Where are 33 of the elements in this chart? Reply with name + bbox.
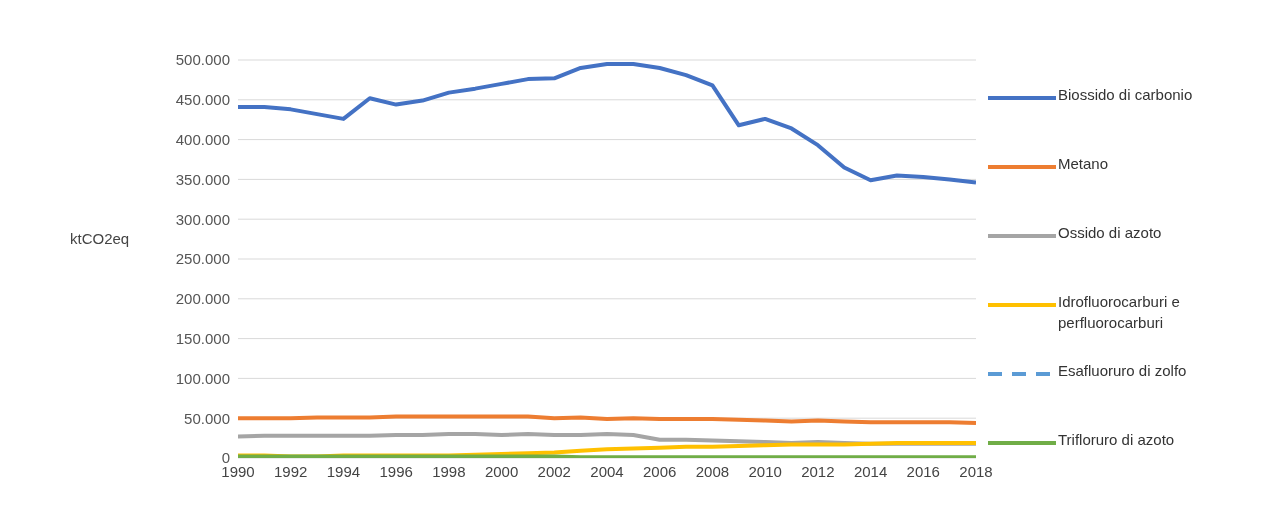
x-tick-label: 2016	[906, 462, 940, 480]
line-series	[238, 61, 976, 185]
y-tick-label: 250.000	[175, 250, 230, 268]
y-tick-label: 300.000	[175, 210, 230, 228]
legend-label: Trifloruro di azoto	[1058, 430, 1175, 450]
y-tick-label: 150.000	[175, 329, 230, 347]
x-tick-label: 2018	[959, 462, 993, 480]
legend-label: Esafluoruro di zolfo	[1058, 361, 1187, 381]
x-tick-label: 1996	[379, 462, 413, 480]
line-series	[238, 414, 976, 425]
y-tick-label: 350.000	[175, 170, 230, 188]
y-tick-label: 450.000	[175, 91, 230, 109]
x-tick-label: 1998	[432, 462, 466, 480]
x-tick-label: 2010	[748, 462, 782, 480]
x-tick-label: 2006	[643, 462, 677, 480]
x-tick-label: 1994	[326, 462, 361, 480]
y-tick-label: 100.000	[175, 369, 230, 387]
legend-label: Biossido di carbonio	[1058, 85, 1193, 105]
x-tick-label: 2004	[590, 462, 624, 480]
y-tick-label: 200.000	[175, 290, 230, 308]
y-tick-label: 400.000	[175, 130, 230, 148]
x-tick-label: 2008	[695, 462, 730, 480]
y-tick-label: 50.000	[184, 409, 230, 427]
x-tick-label: 2014	[853, 462, 888, 480]
x-tick-label: 2000	[484, 462, 519, 480]
legend-label: Idrofluorocarburi e perfluorocarburi	[1058, 292, 1181, 333]
y-axis-title: ktCO2eq	[70, 230, 130, 247]
x-tick-label: 2002	[537, 462, 571, 480]
x-tick-label: 2012	[801, 462, 835, 480]
x-tick-label: 1992	[274, 462, 308, 480]
y-tick-label: 500.000	[175, 51, 230, 69]
legend-label: Ossido di azoto	[1058, 223, 1162, 243]
legend-label: Metano	[1058, 154, 1109, 174]
